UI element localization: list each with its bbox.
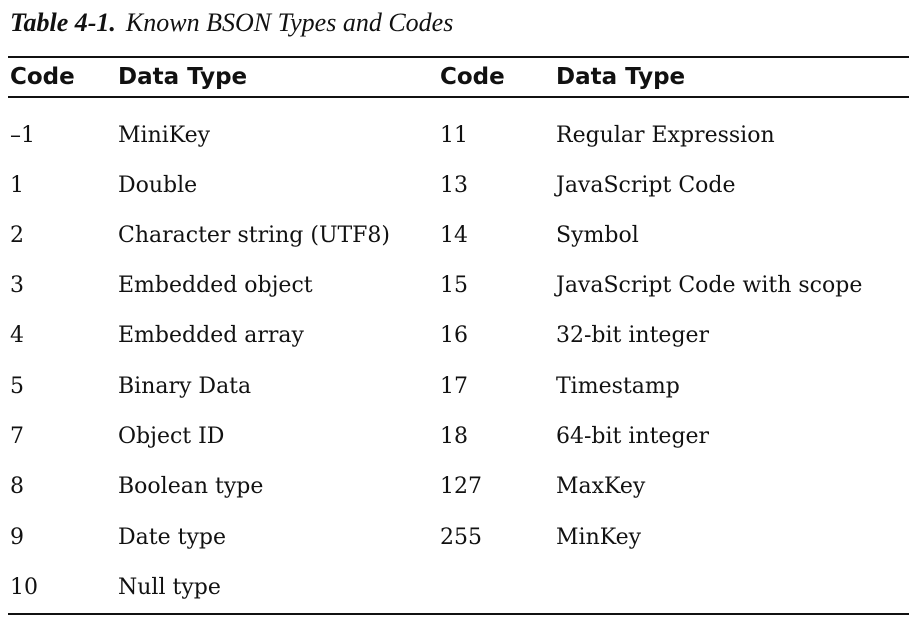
cell-data-type: Date type <box>118 525 226 550</box>
cell-data-type: Embedded object <box>118 273 313 298</box>
cell-data-type: Timestamp <box>556 374 680 399</box>
cell-data-type: Symbol <box>556 223 639 248</box>
table-row: 7 Object ID 18 64-bit integer <box>0 412 924 462</box>
cell-data-type: Regular Expression <box>556 123 775 148</box>
cell-code: 16 <box>440 323 468 348</box>
cell-data-type: Double <box>118 173 198 198</box>
cell-code: 4 <box>10 323 24 348</box>
table-top-rule <box>8 56 909 58</box>
header-code-right: Code <box>440 64 505 90</box>
cell-data-type: Binary Data <box>118 374 252 399</box>
cell-code: 18 <box>440 424 468 449</box>
header-data-type-right: Data Type <box>556 64 686 90</box>
cell-data-type: Embedded array <box>118 323 304 348</box>
table-row: 9 Date type 255 MinKey <box>0 513 924 563</box>
cell-code: 255 <box>440 525 482 550</box>
cell-data-type: Null type <box>118 575 221 600</box>
cell-data-type: MiniKey <box>118 123 211 148</box>
cell-code: 14 <box>440 223 468 248</box>
cell-data-type: MinKey <box>556 525 642 550</box>
cell-code: 3 <box>10 273 24 298</box>
cell-data-type: Character string (UTF8) <box>118 223 391 248</box>
table-caption: Table 4-1. Known BSON Types and Codes <box>10 6 453 40</box>
cell-code: 9 <box>10 525 24 550</box>
cell-code: 2 <box>10 223 24 248</box>
cell-code: 1 <box>10 173 24 198</box>
caption-title: Known BSON Types and Codes <box>125 8 454 37</box>
cell-data-type: Boolean type <box>118 474 264 499</box>
cell-data-type: 64-bit integer <box>556 424 710 449</box>
cell-code: 5 <box>10 374 24 399</box>
cell-code: 11 <box>440 123 468 148</box>
cell-code: 10 <box>10 575 38 600</box>
cell-code: 13 <box>440 173 468 198</box>
cell-code: 15 <box>440 273 468 298</box>
table-row: –1 MiniKey 11 Regular Expression <box>0 111 924 161</box>
table-row: 1 Double 13 JavaScript Code <box>0 161 924 211</box>
cell-code: 7 <box>10 424 24 449</box>
cell-code: 8 <box>10 474 24 499</box>
table-row: 3 Embedded object 15 JavaScript Code wit… <box>0 261 924 311</box>
table-row: 8 Boolean type 127 MaxKey <box>0 462 924 512</box>
caption-label: Table 4-1. <box>10 8 116 37</box>
cell-data-type: MaxKey <box>556 474 646 499</box>
table-row: 4 Embedded array 16 32-bit integer <box>0 311 924 361</box>
cell-data-type: JavaScript Code with scope <box>556 273 863 298</box>
cell-code: –1 <box>10 123 35 148</box>
cell-data-type: JavaScript Code <box>556 173 736 198</box>
cell-code: 17 <box>440 374 468 399</box>
table-row: 5 Binary Data 17 Timestamp <box>0 362 924 412</box>
cell-data-type: 32-bit integer <box>556 323 710 348</box>
table-header-rule <box>8 96 909 98</box>
cell-code: 127 <box>440 474 482 499</box>
table-row: 2 Character string (UTF8) 14 Symbol <box>0 211 924 261</box>
table-bottom-rule <box>8 613 909 615</box>
header-code-left: Code <box>10 64 75 90</box>
header-data-type-left: Data Type <box>118 64 248 90</box>
table-row: 10 Null type <box>0 563 924 613</box>
cell-data-type: Object ID <box>118 424 225 449</box>
